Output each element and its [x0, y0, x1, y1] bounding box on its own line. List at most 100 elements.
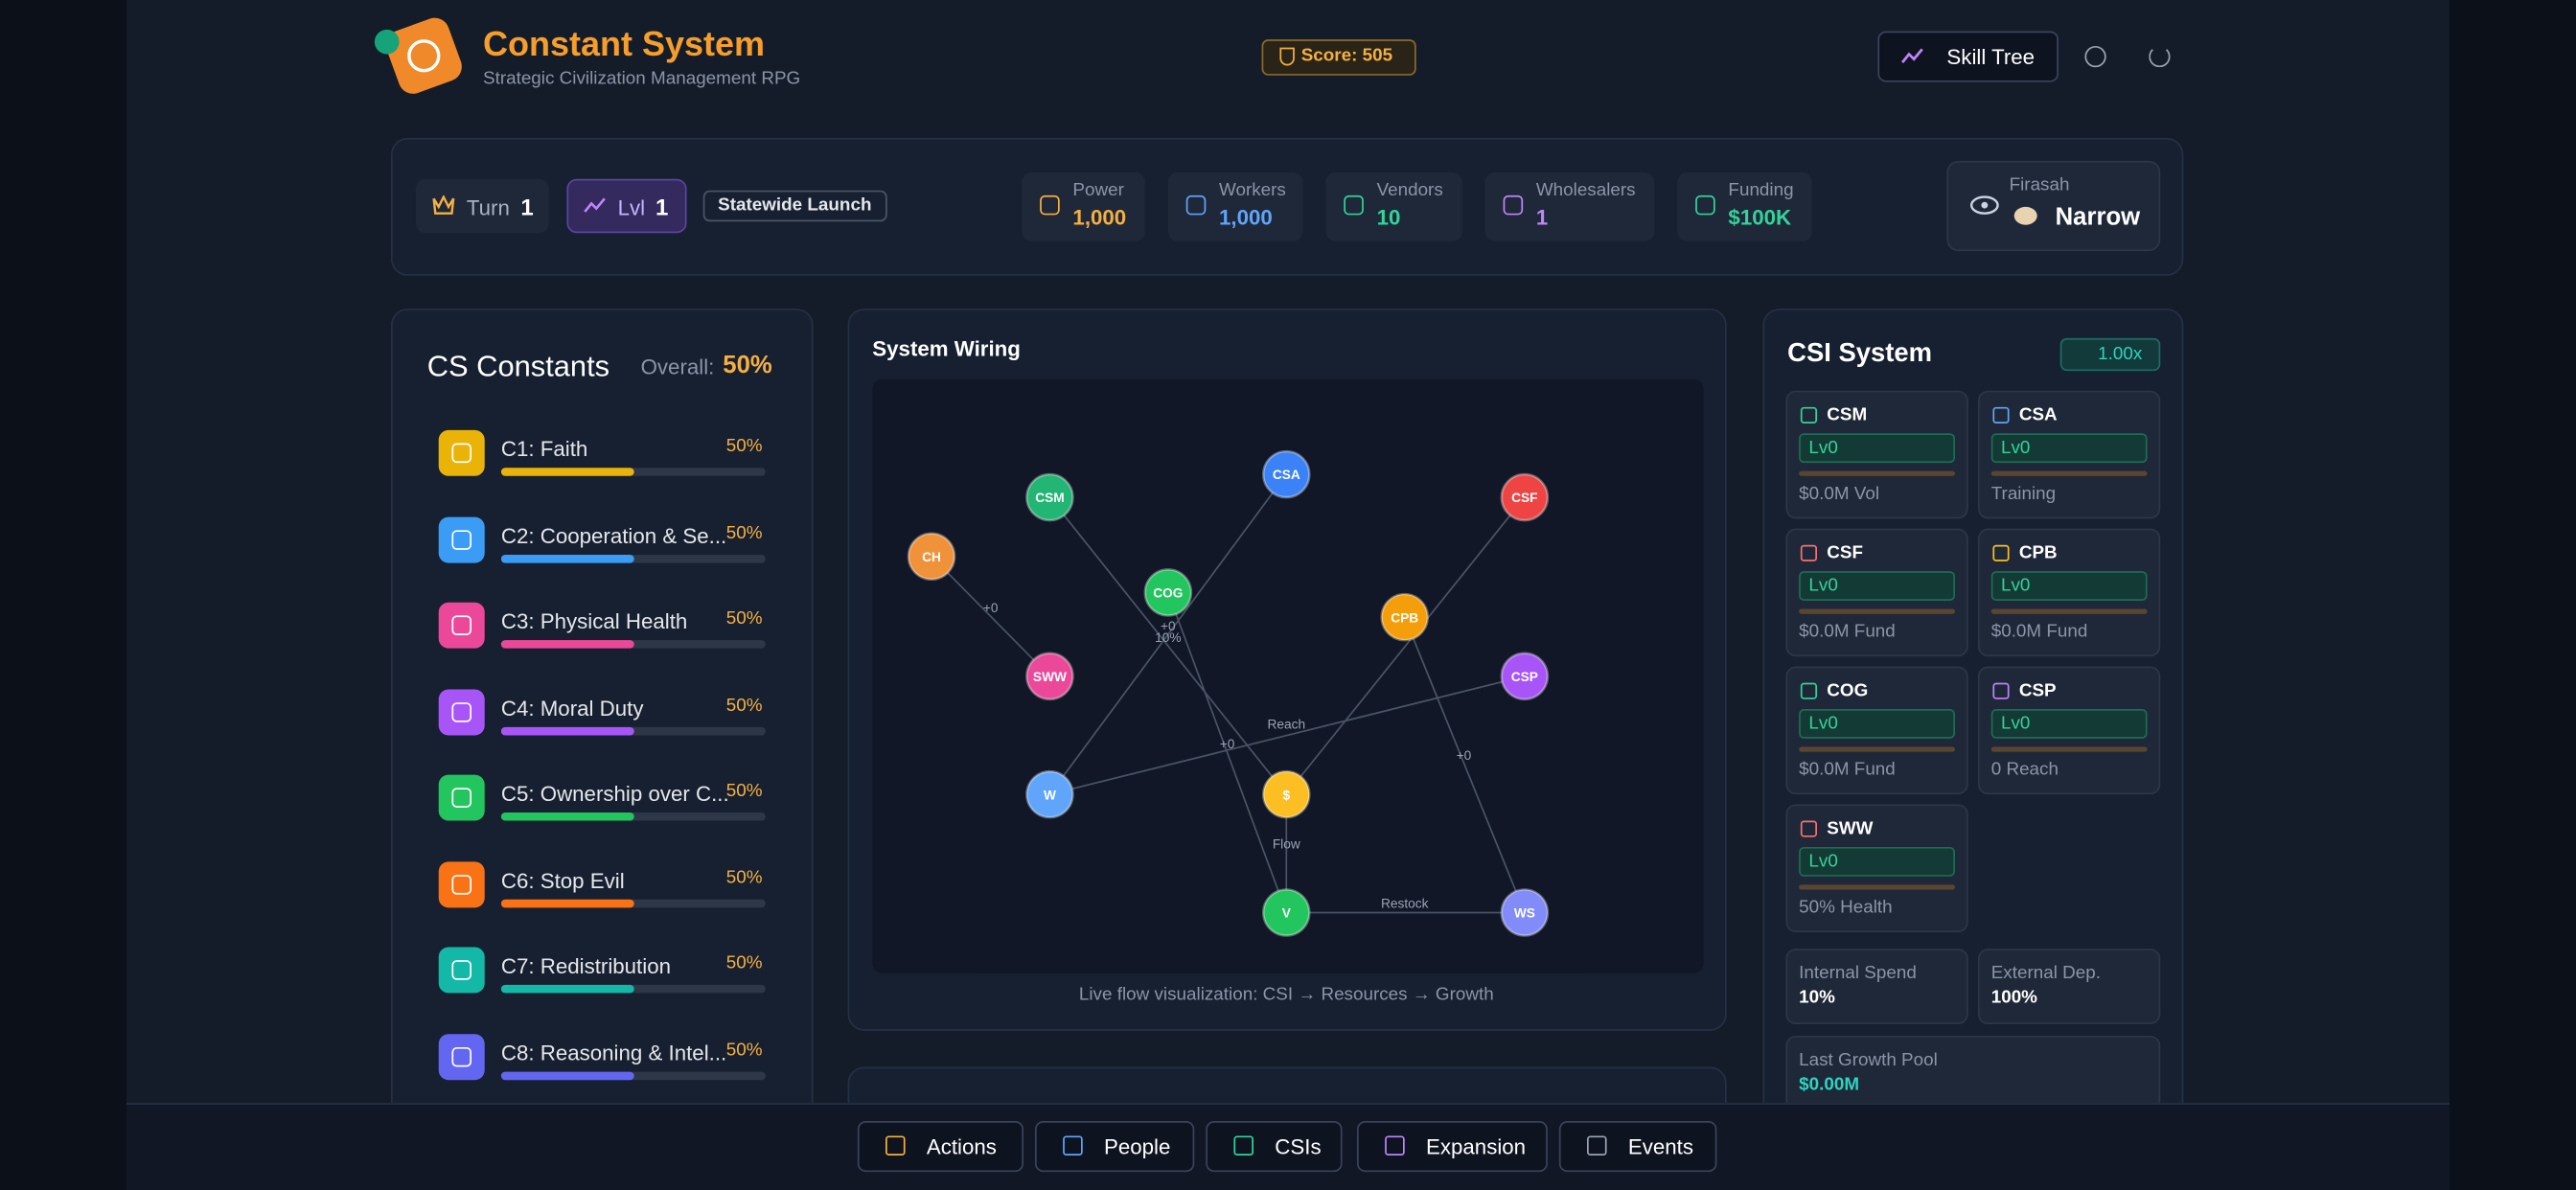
- edge-label: +0: [1457, 748, 1472, 763]
- resource-icon: [1695, 195, 1715, 216]
- csi-name: CSF: [1827, 543, 1864, 563]
- nav-label: Expansion: [1426, 1133, 1527, 1159]
- csi-level-box: [1990, 571, 2148, 601]
- graph-area: [872, 378, 1704, 973]
- csi-level-box: [1799, 433, 1956, 464]
- resource-label: Vendors: [1376, 180, 1443, 200]
- constant-icon: [438, 515, 485, 562]
- firasah-value: Narrow: [2055, 203, 2141, 232]
- resource-icon: [1503, 195, 1524, 216]
- csi-name: COG: [1827, 680, 1869, 701]
- constant-bar: [500, 1070, 633, 1080]
- resource-icon: [1185, 195, 1207, 216]
- graph-node: [1262, 449, 1311, 499]
- graph-node: [907, 532, 956, 582]
- csi-level-box: [1990, 709, 2148, 739]
- nav-icon: [1385, 1135, 1405, 1156]
- constant-value: 50%: [725, 436, 763, 457]
- csi-name: CPB: [2018, 543, 2058, 563]
- resource-value: 1,000: [1219, 205, 1273, 230]
- nav-button[interactable]: [1357, 1121, 1548, 1173]
- csi-name: SWW: [1827, 818, 1874, 839]
- edge: [1403, 616, 1526, 913]
- node-label: SWW: [1033, 670, 1067, 684]
- csi-progress: [1799, 884, 1956, 890]
- csi-icon: [1800, 820, 1818, 837]
- constant-bar: [500, 812, 633, 821]
- logo-glyph: [407, 39, 441, 73]
- csi-progress: [1990, 746, 2148, 752]
- constant-bar: [500, 984, 633, 994]
- constant-icon: [438, 429, 485, 476]
- growth-pool-box: [1785, 1035, 2161, 1111]
- trophy-icon: [1279, 47, 1295, 66]
- resource-value: $100K: [1728, 205, 1792, 230]
- nav-button[interactable]: [1206, 1121, 1343, 1173]
- external-dep: 100%: [1990, 988, 2037, 1008]
- csi-progress: [1799, 470, 1956, 476]
- csi-level: Lv0: [1808, 852, 1838, 872]
- internal-spend-label: Internal Spend: [1799, 963, 1917, 984]
- graph-node: [1500, 652, 1550, 701]
- csi-level-box: [1799, 709, 1956, 739]
- multiplier: 1.00x: [2098, 344, 2143, 365]
- constant-value: 50%: [725, 953, 763, 973]
- overall-value: 50%: [723, 351, 772, 379]
- nav-button[interactable]: [1035, 1121, 1195, 1173]
- graph-node: [1500, 888, 1550, 937]
- resource-chip: [1167, 172, 1303, 241]
- node-label: CH: [922, 550, 941, 564]
- resource-chip: [1484, 172, 1655, 241]
- csi-stat: 50% Health: [1799, 898, 1893, 918]
- csi-progress: [1990, 470, 2148, 476]
- csi-stat: $0.0M Fund: [1799, 760, 1896, 780]
- constant-name: C3: Physical Health: [500, 608, 688, 634]
- constant-glyph: [451, 615, 472, 635]
- graph-node: [1143, 568, 1193, 617]
- nav-button[interactable]: [857, 1121, 1024, 1173]
- constant-name: C8: Reasoning & Intel...: [500, 1040, 727, 1064]
- resource-label: Workers: [1219, 180, 1286, 200]
- csi-level: Lv0: [1808, 714, 1838, 734]
- nav-button[interactable]: [1558, 1121, 1717, 1173]
- overall-label: Overall:: [640, 355, 715, 379]
- csi-icon: [1992, 406, 2010, 423]
- csi-level: Lv0: [2001, 714, 2031, 734]
- skill-tree-label: Skill Tree: [1946, 44, 2036, 69]
- graph-node: [1262, 888, 1311, 937]
- csi-progress: [1799, 746, 1956, 752]
- skill-tree-icon: [1901, 48, 1923, 63]
- resource-label: Wholesalers: [1535, 180, 1636, 200]
- node-label: WS: [1514, 906, 1535, 921]
- reset-button[interactable]: [2149, 45, 2171, 68]
- internal-spend-box: [1785, 949, 1968, 1024]
- constant-bar: [500, 468, 633, 476]
- nav-label: Actions: [926, 1133, 997, 1159]
- csi-icon: [1800, 682, 1818, 699]
- level-value: 1: [656, 194, 669, 220]
- wiring-graph: +0+010%Reach+0+0FlowRestockCHCSMCSACSFCO…: [872, 378, 1704, 973]
- turn-value: 1: [520, 194, 534, 220]
- edge-label: Restock: [1381, 896, 1429, 910]
- level-chip: [566, 178, 687, 234]
- resource-label: Funding: [1728, 180, 1794, 200]
- node-label: COG: [1153, 586, 1183, 601]
- csi-stat: 0 Reach: [1990, 760, 2058, 780]
- edge: [1049, 675, 1526, 795]
- constant-bar: [500, 726, 633, 735]
- score: Score: 505: [1300, 45, 1393, 66]
- node-label: CSP: [1511, 670, 1538, 684]
- edges: [931, 473, 1526, 914]
- csi-progress: [1990, 608, 2148, 614]
- edge-label: Flow: [1273, 837, 1300, 852]
- csi-level-box: [1990, 433, 2148, 464]
- help-button[interactable]: [2084, 45, 2106, 68]
- constant-bar: [500, 554, 633, 562]
- nav-label: People: [1104, 1133, 1171, 1159]
- app-title: Constant System: [483, 26, 766, 64]
- nav-icon: [886, 1135, 906, 1156]
- nav-label: CSIs: [1275, 1133, 1322, 1159]
- constant-value: 50%: [725, 522, 763, 543]
